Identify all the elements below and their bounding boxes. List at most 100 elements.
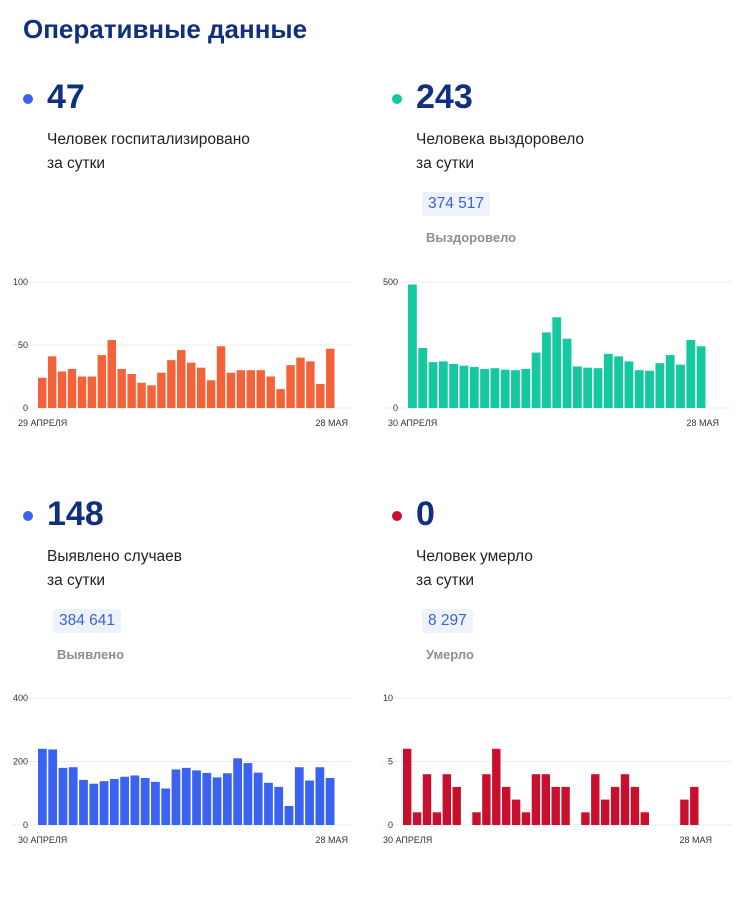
y-tick-label: 100 bbox=[13, 277, 28, 287]
bar bbox=[610, 786, 620, 825]
bar bbox=[216, 346, 226, 408]
cases-value: 148 bbox=[47, 495, 104, 533]
bar bbox=[624, 361, 634, 408]
bar bbox=[583, 367, 593, 408]
panel-recovered: 243 Человека выздоровело за сутки 374 51… bbox=[392, 78, 732, 482]
panel-deaths: 0 Человек умерло за сутки 8 297 Умерло bbox=[392, 495, 732, 899]
bar bbox=[614, 356, 624, 408]
bar bbox=[97, 355, 107, 408]
x-start-label: 30 АПРЕЛЯ bbox=[388, 418, 437, 428]
bar bbox=[58, 767, 68, 825]
bar bbox=[38, 377, 47, 408]
bar bbox=[264, 782, 273, 825]
bar bbox=[572, 366, 582, 408]
bar bbox=[326, 348, 335, 408]
bar bbox=[492, 748, 501, 825]
bar bbox=[294, 767, 304, 825]
y-tick-label: 0 bbox=[23, 820, 28, 830]
y-tick-label: 0 bbox=[388, 820, 393, 830]
recovered-total-label: Выздоровело bbox=[426, 230, 517, 245]
bar bbox=[422, 774, 432, 825]
bullet-dot bbox=[392, 511, 402, 521]
caption-line-1: Человека выздоровело bbox=[416, 131, 585, 148]
y-tick-label: 5 bbox=[388, 757, 393, 767]
bar bbox=[305, 780, 314, 825]
x-end-label: 28 МАЯ bbox=[315, 835, 348, 845]
bar bbox=[634, 370, 644, 408]
bar bbox=[79, 779, 88, 825]
bar bbox=[500, 369, 510, 408]
bar bbox=[502, 786, 511, 825]
bar bbox=[562, 338, 572, 408]
bar bbox=[480, 368, 489, 408]
page-title: Оперативные данные bbox=[23, 14, 308, 44]
bar bbox=[274, 786, 284, 825]
bar bbox=[99, 781, 109, 825]
deaths-bar-chart: 0 5 10 30 АПРЕЛЯ 28 МАЯ bbox=[382, 693, 732, 845]
bar bbox=[690, 786, 699, 825]
bar bbox=[418, 348, 428, 408]
bar bbox=[48, 749, 58, 825]
bar bbox=[686, 339, 696, 408]
bar bbox=[67, 368, 77, 408]
hospitalized-bar-chart: 0 50 100 29 АПРЕЛЯ 28 МАЯ bbox=[12, 277, 352, 428]
bar bbox=[655, 363, 665, 408]
bar bbox=[147, 385, 156, 408]
bar bbox=[552, 317, 562, 408]
bar bbox=[196, 367, 206, 408]
cases-caption: Выявлено случаев за сутки bbox=[47, 545, 347, 593]
bar bbox=[591, 774, 600, 825]
bar bbox=[140, 778, 150, 825]
y-tick-label: 400 bbox=[13, 693, 28, 703]
cases-total-label: Выявлено bbox=[57, 647, 125, 662]
bar bbox=[645, 370, 654, 408]
deaths-caption: Человек умерло за сутки bbox=[416, 545, 716, 593]
bar bbox=[296, 357, 305, 408]
bar bbox=[243, 763, 253, 825]
y-tick-label: 200 bbox=[13, 757, 28, 767]
bar bbox=[459, 365, 469, 408]
deaths-value: 0 bbox=[416, 495, 435, 533]
bar bbox=[167, 360, 176, 408]
bar bbox=[276, 389, 285, 408]
bar bbox=[222, 773, 232, 825]
bar bbox=[253, 772, 263, 825]
bar bbox=[521, 812, 531, 825]
bar bbox=[68, 767, 78, 825]
bar bbox=[325, 778, 335, 825]
bar bbox=[561, 786, 570, 825]
caption-line-2: за сутки bbox=[47, 155, 106, 172]
bar bbox=[438, 361, 448, 408]
bar bbox=[603, 353, 613, 408]
y-tick-label: 0 bbox=[393, 403, 398, 413]
y-tick-label: 50 bbox=[18, 340, 28, 350]
bar bbox=[449, 363, 459, 408]
y-tick-label: 500 bbox=[383, 277, 398, 287]
bar bbox=[442, 774, 451, 825]
bar bbox=[316, 384, 325, 408]
deaths-total-badge: 8 297 bbox=[422, 609, 473, 633]
panel-cases: 148 Выявлено случаев за сутки 384 641 Вы… bbox=[23, 495, 363, 899]
x-start-label: 29 АПРЕЛЯ bbox=[18, 418, 67, 428]
bar bbox=[171, 769, 181, 825]
caption-line-1: Человек госпитализировано bbox=[47, 131, 250, 148]
bar bbox=[472, 812, 481, 825]
bar bbox=[130, 775, 140, 825]
x-start-label: 30 АПРЕЛЯ bbox=[18, 835, 67, 845]
caption-line-1: Человек умерло bbox=[416, 548, 533, 565]
bar bbox=[469, 366, 479, 408]
bar bbox=[202, 772, 212, 825]
bullet-dot bbox=[392, 94, 402, 104]
bar bbox=[256, 370, 265, 408]
recovered-total-badge: 374 517 bbox=[422, 192, 491, 216]
bar bbox=[452, 786, 461, 825]
deaths-total-label: Умерло bbox=[426, 647, 474, 662]
bar bbox=[521, 368, 531, 408]
bar bbox=[531, 352, 541, 408]
recovered-bar-chart: 0 500 30 АПРЕЛЯ 28 МАЯ bbox=[382, 277, 732, 428]
cases-total-badge: 384 641 bbox=[53, 609, 122, 633]
bar bbox=[403, 748, 412, 825]
cases-bar-chart: 0 200 400 30 АПРЕЛЯ 28 МАЯ bbox=[12, 693, 352, 845]
caption-line-2: за сутки bbox=[416, 572, 475, 589]
bullet-dot bbox=[23, 511, 33, 521]
